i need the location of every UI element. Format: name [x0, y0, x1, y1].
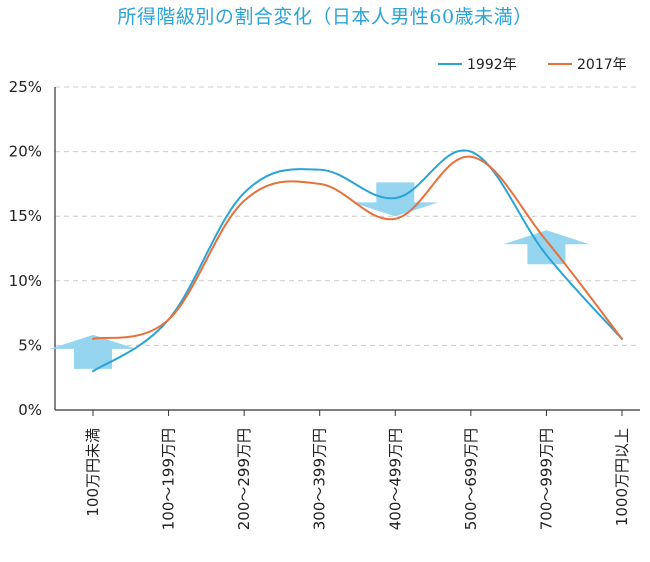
arrow-up-icon [50, 334, 136, 369]
arrow-up-icon [503, 230, 590, 265]
chart-title: 所得階級別の割合変化（日本人男性60歳未満） [117, 6, 533, 28]
y-tick-label: 5% [18, 336, 42, 354]
series-lines [92, 149, 623, 373]
legend-label: 1992年 [467, 57, 517, 73]
y-tick-label: 15% [9, 207, 42, 225]
x-tick-label: 300〜399万円 [311, 428, 329, 530]
series-line-1992年 [92, 149, 623, 373]
x-tick-label: 100〜199万円 [160, 428, 178, 530]
series-line-2017年 [92, 155, 623, 340]
legend-label: 2017年 [577, 57, 627, 73]
y-tick-label: 10% [9, 272, 42, 290]
change-arrows [50, 182, 590, 369]
grid-lines [55, 86, 640, 346]
x-tick-label: 200〜299万円 [235, 428, 253, 530]
x-tick-label: 1000万円以上 [613, 428, 631, 526]
arrow-down-icon [352, 182, 439, 217]
x-tick-label: 500〜699万円 [462, 428, 480, 530]
y-tick-label: 0% [18, 401, 42, 419]
legend: 1992年 2017年 [438, 57, 627, 73]
axes [54, 87, 640, 416]
x-tick-label: 700〜999万円 [537, 428, 555, 530]
tick-labels: 0% 5% 10% 15% 20% 25% 100万円未満 100〜199万円 200〜299万… [9, 78, 631, 530]
y-tick-label: 25% [9, 78, 42, 96]
x-tick-label: 400〜499万円 [386, 428, 404, 530]
x-tick-label: 100万円未満 [84, 428, 102, 517]
y-tick-label: 20% [9, 143, 42, 161]
